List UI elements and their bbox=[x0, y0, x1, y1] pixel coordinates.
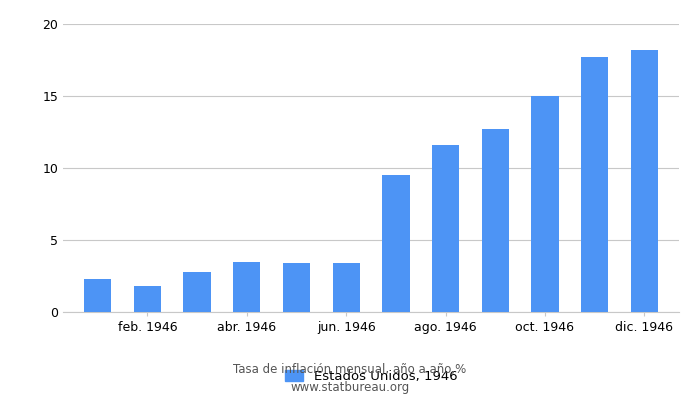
Bar bbox=[84, 279, 111, 312]
Legend: Estados Unidos, 1946: Estados Unidos, 1946 bbox=[279, 365, 463, 388]
Text: Tasa de inflación mensual, año a año,%: Tasa de inflación mensual, año a año,% bbox=[233, 364, 467, 376]
Bar bbox=[581, 57, 608, 312]
Bar bbox=[183, 272, 211, 312]
Text: www.statbureau.org: www.statbureau.org bbox=[290, 382, 410, 394]
Bar bbox=[531, 96, 559, 312]
Bar bbox=[482, 129, 509, 312]
Bar bbox=[134, 286, 161, 312]
Bar bbox=[332, 263, 360, 312]
Bar bbox=[382, 175, 410, 312]
Bar bbox=[432, 145, 459, 312]
Bar bbox=[233, 262, 260, 312]
Bar bbox=[283, 263, 310, 312]
Bar bbox=[631, 50, 658, 312]
